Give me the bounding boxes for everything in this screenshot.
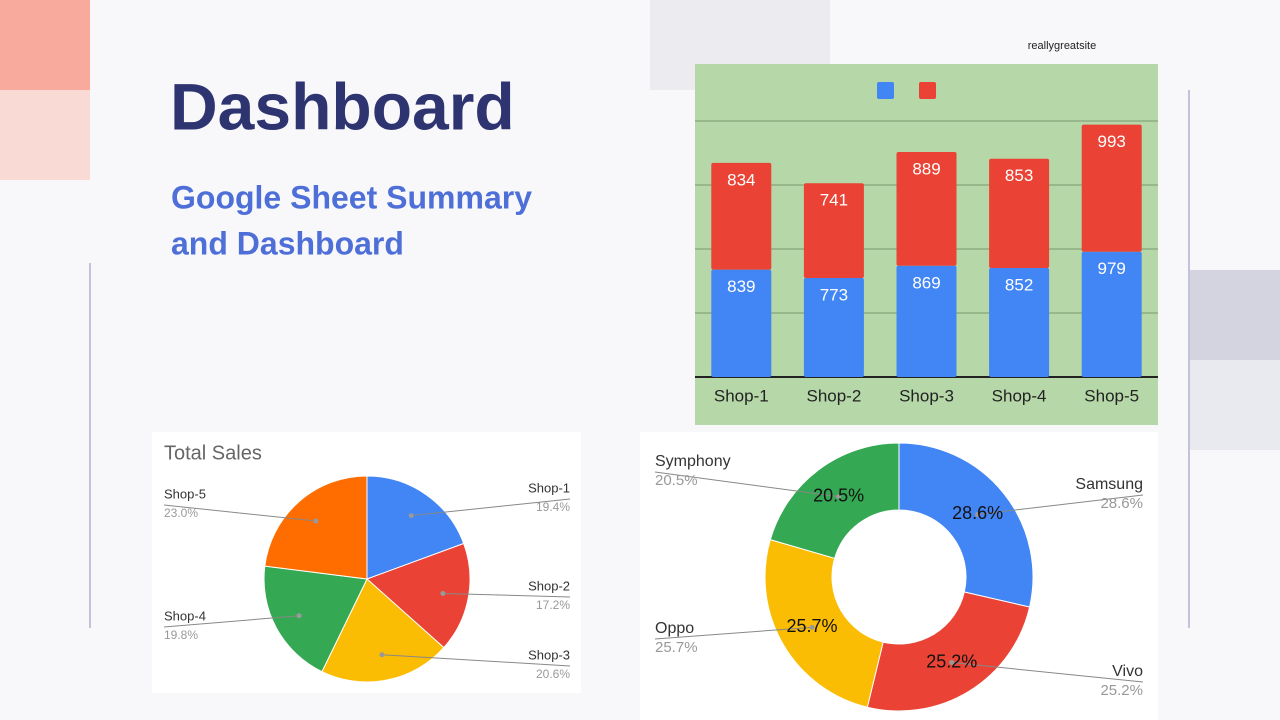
- leader-dot: [836, 494, 842, 500]
- pie-title: Total Sales: [164, 442, 262, 464]
- bar-segment: [803, 278, 864, 377]
- data-label: 852: [1005, 275, 1033, 294]
- slice: [764, 538, 884, 708]
- bar-segment: [896, 151, 957, 266]
- data-label: 993: [1098, 132, 1126, 151]
- data-label: 773: [820, 286, 848, 305]
- subtitle: and Dashboard: [171, 225, 404, 261]
- inner-label: 28.6%: [952, 503, 1003, 523]
- bar-segment: [989, 267, 1050, 377]
- leader-line: [411, 498, 571, 517]
- slice-label: Shop-4: [164, 608, 206, 623]
- leader-line: [977, 494, 1144, 515]
- slice-value: 19.4%: [536, 500, 570, 514]
- leader-line: [163, 504, 316, 522]
- slice-value: 28.6%: [1100, 495, 1143, 512]
- bar-segment: [711, 162, 772, 270]
- slice-value: 17.2%: [536, 598, 570, 612]
- title: Dashboard: [170, 69, 515, 143]
- data-label: 869: [912, 273, 940, 292]
- leader-dot: [408, 513, 414, 519]
- data-label: 889: [912, 159, 940, 178]
- slice: [366, 475, 465, 580]
- x-tick-label: Shop-1: [714, 386, 769, 405]
- x-tick-label: Shop-5: [1084, 386, 1139, 405]
- slice-value: 20.5%: [655, 472, 698, 489]
- leader-dot: [440, 590, 446, 596]
- slice: [898, 442, 1034, 608]
- slice: [264, 475, 368, 580]
- slice: [866, 591, 1031, 712]
- slice-value: 20.6%: [536, 667, 570, 681]
- leader-line: [654, 626, 813, 640]
- slice-label: Shop-2: [528, 578, 570, 593]
- slice-label: Vivo: [1112, 663, 1143, 680]
- data-label: 853: [1005, 166, 1033, 185]
- x-tick-label: Shop-2: [806, 386, 861, 405]
- bar-segment: [1081, 124, 1142, 252]
- subtitle: Google Sheet Summary: [171, 179, 532, 215]
- slice: [263, 565, 368, 673]
- leader-dot: [809, 624, 815, 630]
- slice-label: Oppo: [655, 620, 694, 637]
- slice-value: 23.0%: [164, 506, 198, 520]
- bar-segment: [896, 265, 957, 377]
- data-label: 839: [727, 277, 755, 296]
- deco: [1190, 360, 1280, 450]
- data-label: 979: [1098, 259, 1126, 278]
- leader-line: [951, 662, 1144, 683]
- x-tick-label: Shop-3: [899, 386, 954, 405]
- inner-label: 25.7%: [786, 616, 837, 636]
- slice-label: Shop-5: [164, 486, 206, 501]
- leader-dot: [949, 660, 955, 666]
- leader-dot: [975, 511, 981, 517]
- slice: [769, 442, 900, 559]
- slice-label: Symphony: [655, 453, 731, 470]
- slice-label: Shop-1: [528, 480, 570, 495]
- data-label: 741: [820, 191, 848, 210]
- slice-value: 25.7%: [655, 639, 698, 656]
- leader-line: [381, 654, 571, 667]
- legend-swatch: [919, 82, 936, 99]
- inner-label: 20.5%: [813, 485, 864, 505]
- leader-line: [163, 615, 300, 628]
- leader-dot: [379, 652, 385, 658]
- leader-line: [442, 592, 571, 598]
- deco: [1190, 270, 1280, 360]
- bar-segment: [803, 183, 864, 279]
- bar-segment: [989, 158, 1050, 268]
- bar-segment: [711, 269, 772, 377]
- inner-label: 25.2%: [926, 651, 977, 671]
- slice-label: Shop-3: [528, 647, 570, 662]
- deco: [0, 0, 90, 90]
- leader-line: [654, 471, 839, 498]
- deco: [0, 90, 90, 180]
- bar-segment: [1081, 251, 1142, 377]
- leader-dot: [313, 518, 319, 524]
- leader-dot: [296, 613, 302, 619]
- slice-value: 25.2%: [1100, 682, 1143, 699]
- slice: [366, 542, 471, 649]
- site: reallygreatsite: [1028, 40, 1096, 52]
- legend-swatch: [877, 82, 894, 99]
- x-tick-label: Shop-4: [992, 386, 1047, 405]
- data-label: 834: [727, 170, 755, 189]
- slice-value: 19.8%: [164, 628, 198, 642]
- slice-label: Samsung: [1075, 476, 1143, 493]
